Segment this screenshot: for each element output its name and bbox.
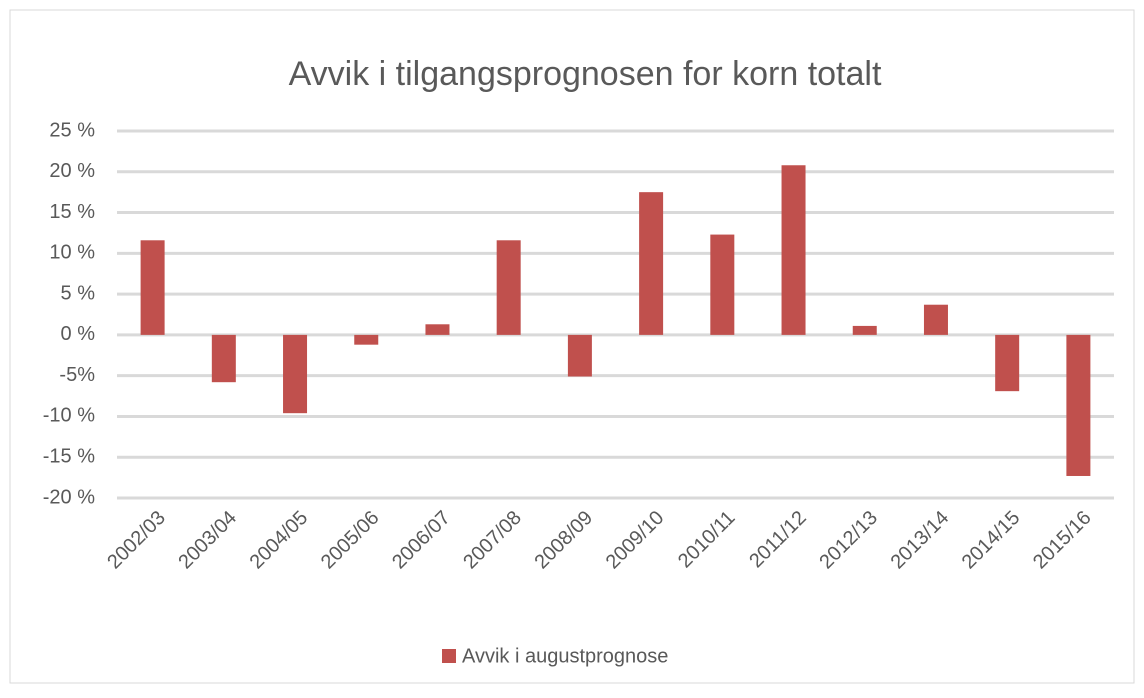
y-tick-label: 20 % — [49, 160, 95, 182]
bar — [567, 334, 592, 377]
y-tick-label: -5% — [59, 364, 95, 386]
bar — [140, 240, 165, 335]
bar — [1066, 334, 1091, 476]
y-tick-label: 10 % — [49, 242, 95, 264]
chart-title: Avvik i tilgangsprognosen for korn total… — [289, 55, 882, 93]
y-tick-label: -10 % — [43, 405, 95, 427]
bar — [852, 325, 877, 335]
y-tick-label: -15 % — [43, 446, 95, 468]
y-tick-label: 25 % — [49, 119, 95, 141]
bar — [425, 324, 450, 335]
legend-swatch — [442, 649, 456, 663]
y-tick-label: 15 % — [49, 201, 95, 223]
bar — [639, 192, 664, 335]
bar — [995, 334, 1020, 392]
y-tick-label: 5 % — [61, 282, 96, 304]
legend-label: Avvik i augustprognose — [462, 645, 668, 667]
bar — [354, 334, 379, 345]
bar — [283, 334, 308, 414]
bar — [710, 234, 735, 335]
bar — [781, 165, 806, 335]
y-tick-label: 0 % — [61, 323, 96, 345]
bar — [211, 334, 236, 383]
y-tick-label: -20 % — [43, 486, 95, 508]
bar — [923, 304, 948, 335]
bar — [496, 240, 521, 335]
